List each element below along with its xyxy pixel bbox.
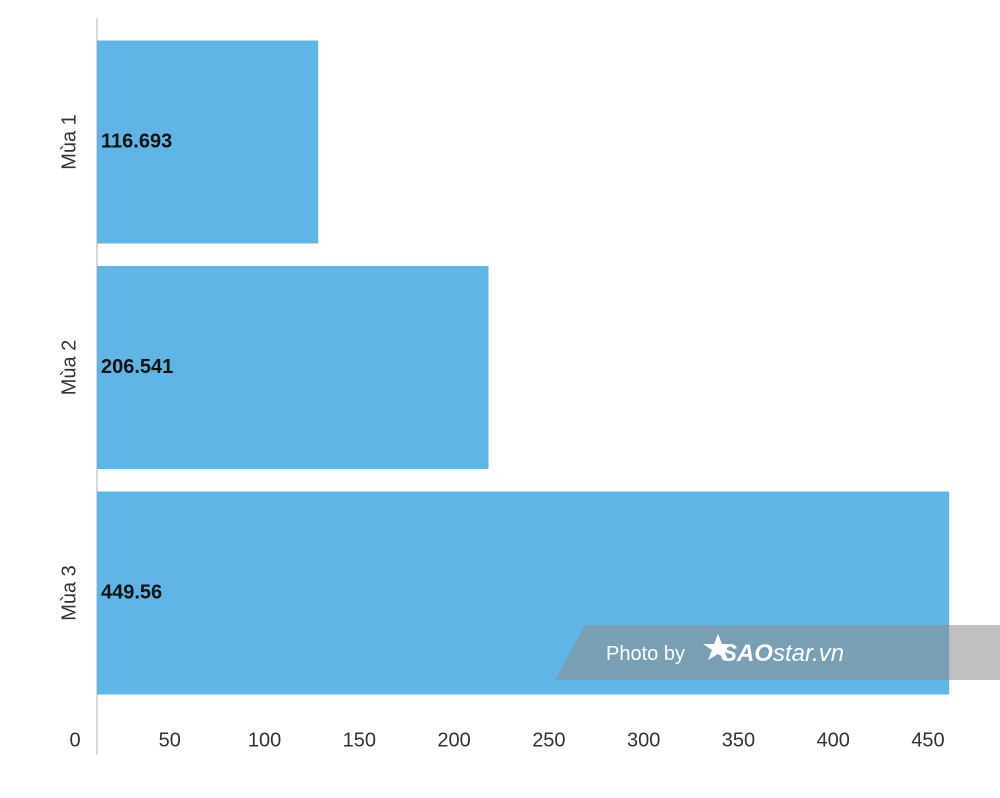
x-tick-label: 250 <box>532 729 565 751</box>
watermark-domain: star.vn <box>773 640 844 667</box>
category-label: Mùa 3 <box>58 565 80 621</box>
category-label: Mùa 1 <box>58 114 80 170</box>
bar <box>97 40 319 244</box>
x-tick-label: 150 <box>343 729 376 751</box>
x-tick-label: 200 <box>437 729 470 751</box>
bar <box>97 266 489 469</box>
x-tick-label: 0 <box>69 729 80 751</box>
category-label: Mùa 2 <box>58 340 80 396</box>
x-tick-label: 450 <box>911 729 944 751</box>
x-tick-label: 400 <box>817 729 850 751</box>
data-label: 116.693 <box>101 130 172 152</box>
data-label: 206.541 <box>101 356 173 378</box>
watermark-band <box>555 625 1000 680</box>
data-label: 449.56 <box>101 581 162 603</box>
watermark-prefix: Photo by <box>606 643 685 665</box>
x-tick-label: 350 <box>722 729 755 751</box>
x-tick-label: 300 <box>627 729 660 751</box>
x-tick-label: 100 <box>248 729 281 751</box>
watermark-star <box>703 634 733 660</box>
x-tick-label: 50 <box>159 729 181 751</box>
